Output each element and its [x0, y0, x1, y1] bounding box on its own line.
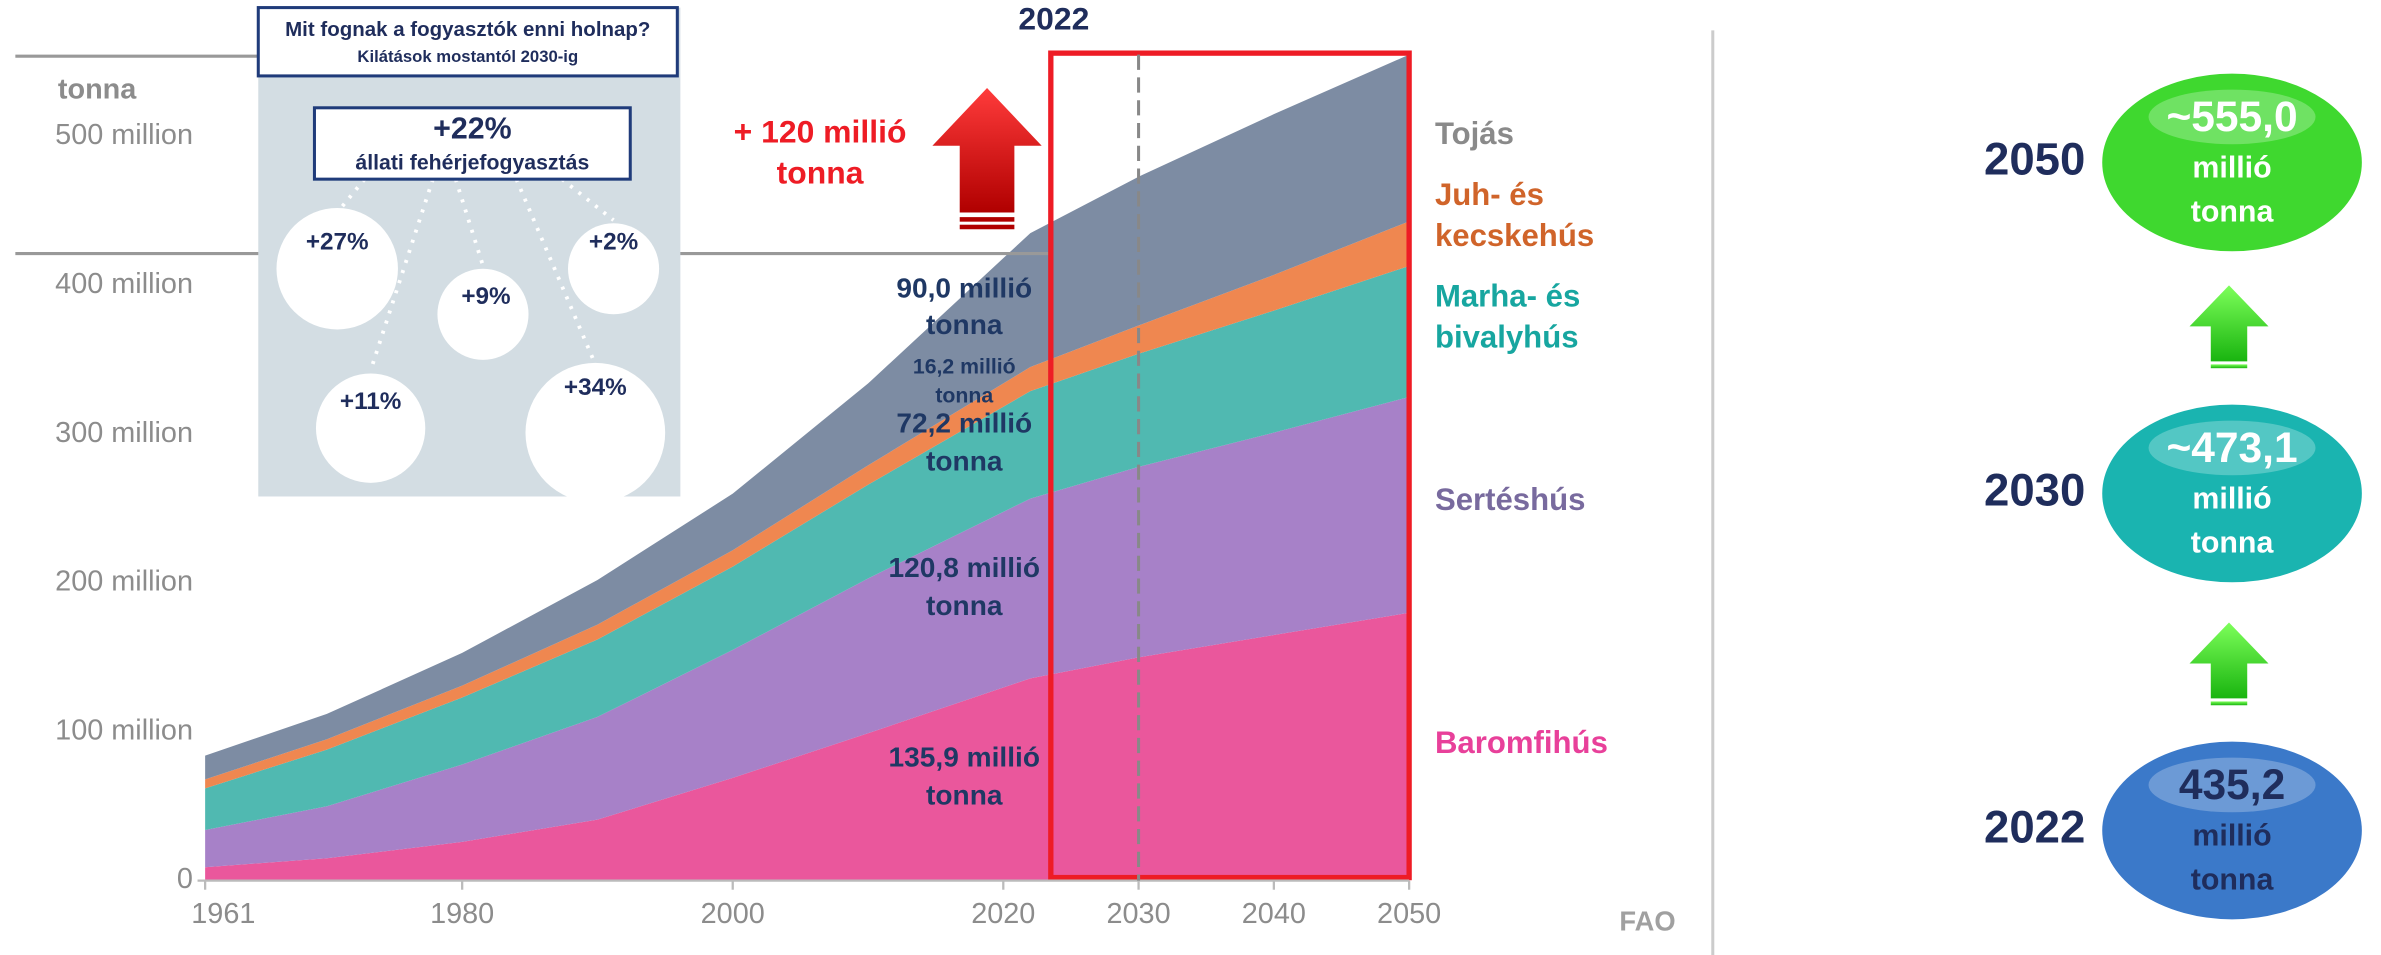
total-unit: millió tonna [2190, 482, 2274, 561]
area [205, 221, 1410, 789]
y-tick-label: 500 million [55, 119, 193, 151]
y-tick-label: 200 million [55, 566, 193, 598]
value-label: 16,2 millió tonna [912, 353, 1016, 407]
x-tick-label: 2030 [1107, 898, 1171, 930]
bubble-label: +11% [340, 388, 401, 415]
inset-headline-box [312, 106, 632, 181]
inset-connectors [335, 177, 615, 372]
total-ellipse [2097, 69, 2367, 256]
plot [205, 54, 1410, 881]
legend-label: Marha- és bivalyhús [1434, 279, 1581, 355]
legend-label-box: Marha- és bivalyhús [1434, 279, 1581, 355]
y-axis-label: tonna [58, 74, 137, 106]
value-label: 90,0 millió tonna [896, 271, 1033, 341]
total-value: 435,2 [2179, 762, 2285, 809]
legend-label: Sertéshús [1434, 482, 1586, 518]
total-unit-box: millió tonna [2190, 482, 2274, 561]
y-tick-label: 100 million [55, 714, 193, 746]
total-ellipse [2097, 737, 2367, 924]
total-year: 2030 [1984, 464, 2085, 515]
area [205, 54, 1410, 780]
area [205, 612, 1410, 881]
inset-headline: +22% [433, 113, 512, 146]
legend-label-box: Baromfihús [1434, 725, 1608, 761]
total-unit: millió tonna [2190, 819, 2274, 898]
inset-title-box [256, 6, 679, 78]
value-label: 72,2 millió tonna [896, 406, 1033, 477]
red-arrow [932, 88, 1042, 213]
total-ellipse-shine [2148, 420, 2316, 476]
x-tick-label: 2000 [701, 898, 765, 930]
y-tick-label: 400 million [55, 268, 193, 300]
green-arrows [2189, 285, 2269, 706]
x-tick-label: 2020 [971, 898, 1035, 930]
x-tick-label: 1980 [430, 898, 494, 930]
x-tick-label: 2040 [1242, 898, 1306, 930]
legend-label-box: Sertéshús [1434, 482, 1586, 518]
total-value: ~555,0 [2166, 94, 2297, 141]
source: FAO [1619, 905, 1675, 936]
area [205, 265, 1410, 831]
total-ellipse-shine [2148, 757, 2316, 813]
red-arrow [959, 224, 1015, 230]
bubble-label: +27% [306, 228, 369, 255]
total-unit-box: millió tonna [2190, 151, 2274, 230]
bubble-label: +9% [461, 283, 510, 310]
value-label-box: 72,2 millió tonna [896, 406, 1033, 477]
total-unit: millió tonna [2190, 151, 2274, 230]
y-tick-label: 0 [177, 863, 193, 895]
value-label-box: 135,9 millió tonna [888, 741, 1041, 812]
growth-label-box: + 120 millió tonna [733, 115, 907, 192]
value-label-box: 120,8 millió tonna [888, 550, 1041, 621]
legend-label: Tojás [1434, 116, 1514, 152]
bubble-label: +2% [589, 228, 638, 255]
legend-label: Juh- és kecskehús [1434, 177, 1595, 254]
y-tick-label: 300 million [55, 417, 193, 449]
value-label: 120,8 millió tonna [888, 550, 1041, 621]
highlight-year: 2022 [1018, 1, 1089, 37]
value-label-box: 90,0 millió tonna [896, 271, 1033, 341]
legend-label-box: Tojás [1434, 116, 1514, 152]
inset-caption: állati fehérjefogyasztás [355, 151, 589, 175]
value-label-box: 16,2 millió tonna [912, 353, 1016, 407]
highlight-box [1048, 50, 1412, 881]
total-year: 2050 [1984, 133, 2085, 184]
bubble-label: +34% [564, 374, 627, 401]
total-value: ~473,1 [2166, 425, 2297, 472]
growth-label: + 120 millió tonna [733, 115, 907, 192]
total-year: 2022 [1984, 802, 2085, 853]
inset-subtitle: Kilátások mostantól 2030-ig [357, 47, 578, 66]
x-tick-label: 1961 [191, 898, 255, 930]
red-arrow [959, 217, 1015, 222]
total-ellipse-shine [2148, 89, 2316, 145]
inset-title: Mit fognak a fogyasztók enni holnap? [285, 18, 650, 41]
x-tick-label: 2050 [1377, 898, 1441, 930]
legend-label: Baromfihús [1434, 725, 1608, 761]
value-label: 135,9 millió tonna [888, 741, 1041, 812]
inset-bubbles [276, 208, 666, 503]
total-unit-box: millió tonna [2190, 819, 2274, 898]
area [205, 396, 1410, 868]
total-ellipse [2097, 400, 2367, 587]
legend-label-box: Juh- és kecskehús [1434, 177, 1595, 254]
